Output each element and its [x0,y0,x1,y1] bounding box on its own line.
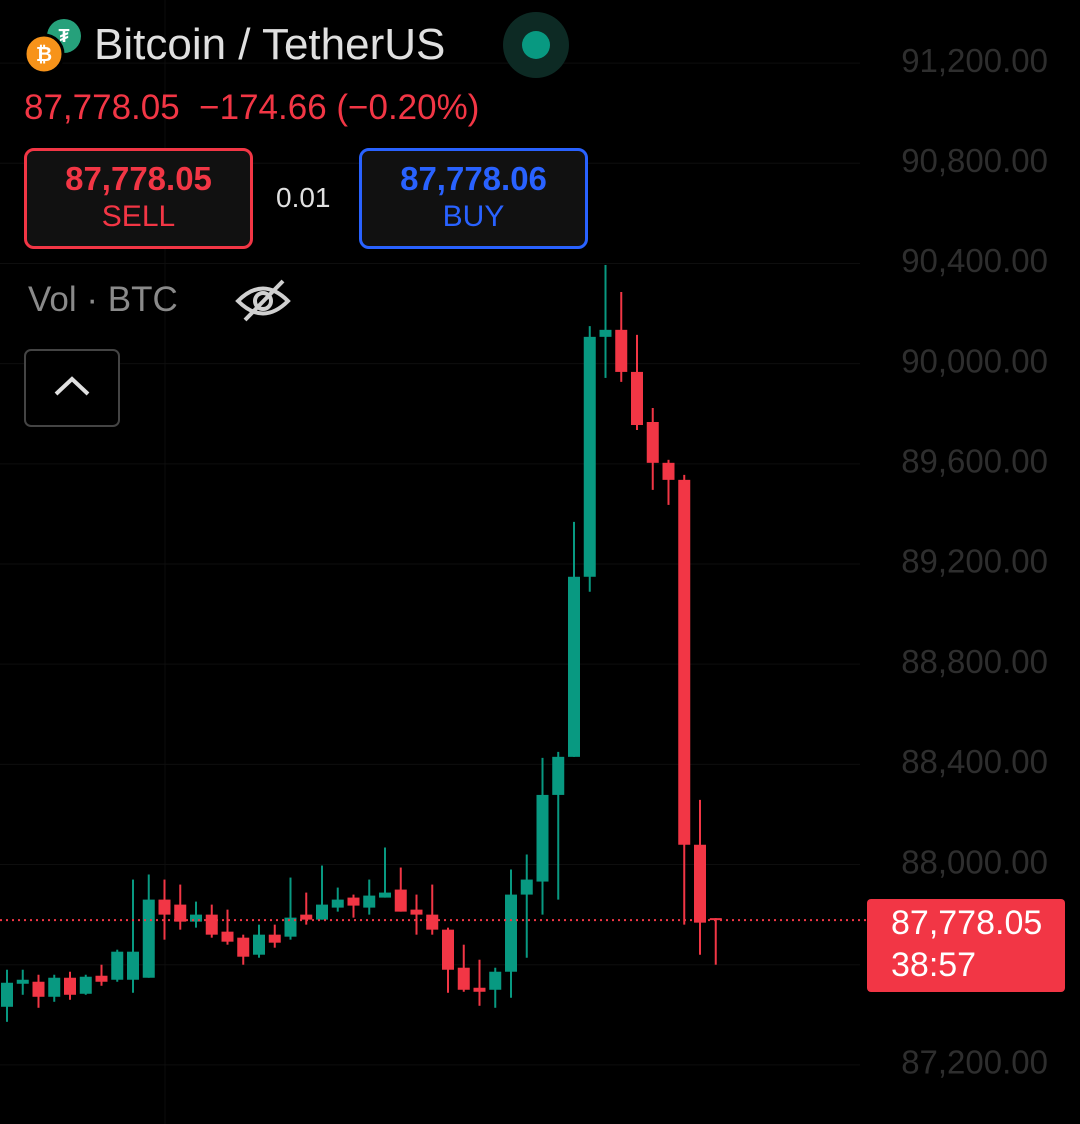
candle-body [694,844,706,923]
pair-title: Bitcoin / TetherUS [94,20,446,69]
candle-body [363,895,376,908]
eye-pupil [253,291,273,311]
candle-body [79,976,92,994]
buy-price: 87,778.06 [400,160,547,197]
candle-body [489,971,502,990]
candle-body [32,981,45,997]
market-status[interactable] [503,12,569,78]
candle-body [615,329,628,372]
candle-body [520,879,533,895]
candle-body [646,422,659,463]
tether-symbol: ₮ [59,26,70,46]
last-price-label: 87,778.05 38:57 [867,899,1065,992]
spread: 0.01 [276,182,331,213]
y-tick-label: 88,800.00 [901,643,1048,680]
candle-body [1,982,13,1007]
candle-body [142,899,155,978]
candle-body [284,917,297,937]
y-tick-label: 90,000.00 [901,342,1048,379]
price-change: −174.66 (−0.20%) [199,88,480,127]
status-dot [522,31,550,59]
candle-body [442,929,454,970]
sell-price: 87,778.05 [65,160,212,197]
candle-body [174,904,187,922]
candle-body [158,899,171,915]
candle-body [127,951,139,980]
candle-body [48,977,61,997]
y-tick-label: 89,600.00 [901,443,1048,480]
candle-body [379,892,391,898]
y-tick-label: 91,200.00 [901,42,1048,79]
candle-body [221,931,234,942]
candle-body [190,914,202,922]
candle-body [505,894,517,972]
candle-body [331,899,344,908]
candle-body [662,462,675,480]
candle-body [410,909,423,915]
bitcoin-logo [23,33,65,75]
candle-body [599,329,612,337]
y-tick-label: 88,000.00 [901,843,1048,880]
collapse-button[interactable] [24,349,120,427]
last-price: 87,778.05 [24,88,180,127]
sell-button[interactable]: 87,778.05 SELL [24,148,253,249]
candle-body [583,336,596,577]
chevron-up [54,376,90,396]
candle-body [394,889,407,912]
y-tick-label: 88,400.00 [901,743,1048,780]
candle-body [268,934,281,943]
sell-label: SELL [101,200,176,233]
candle-body [473,987,486,992]
buy-button[interactable]: 87,778.06 BUY [359,148,588,249]
candle-body [347,897,360,906]
candle-body [111,951,124,980]
eye-strike [243,279,285,322]
bitcoin-symbol: ₿ [36,44,52,66]
candle-body [536,794,549,882]
candle-body [552,756,565,795]
candle-body [568,576,580,757]
candle-body [678,479,691,845]
last-price-value: 87,778.05 [891,904,1043,942]
volume-label: Vol · BTC [28,280,178,319]
hide-volume-toggle[interactable] [233,276,293,326]
bar-countdown: 38:57 [891,946,977,984]
candle-body [316,904,328,920]
candle-body [300,914,313,920]
candle-body [95,975,108,982]
candle-body [205,914,218,935]
candle-body [64,977,76,995]
y-tick-label: 90,800.00 [901,142,1048,179]
candle-body [426,914,439,930]
candle-body [631,371,643,426]
candle-body [237,937,250,957]
buy-label: BUY [442,200,505,233]
y-tick-label: 90,400.00 [901,242,1048,279]
candle-body [253,934,265,955]
price-line: 87,778.05 −174.66 (−0.20%) [24,88,479,128]
candle-body [16,979,29,984]
y-tick-label: 87,200.00 [901,1044,1048,1081]
candle-body [457,967,470,990]
y-tick-label: 89,200.00 [901,543,1048,580]
pair-logo: ₮ ₿ [23,19,81,75]
collapse-frame [24,349,120,427]
